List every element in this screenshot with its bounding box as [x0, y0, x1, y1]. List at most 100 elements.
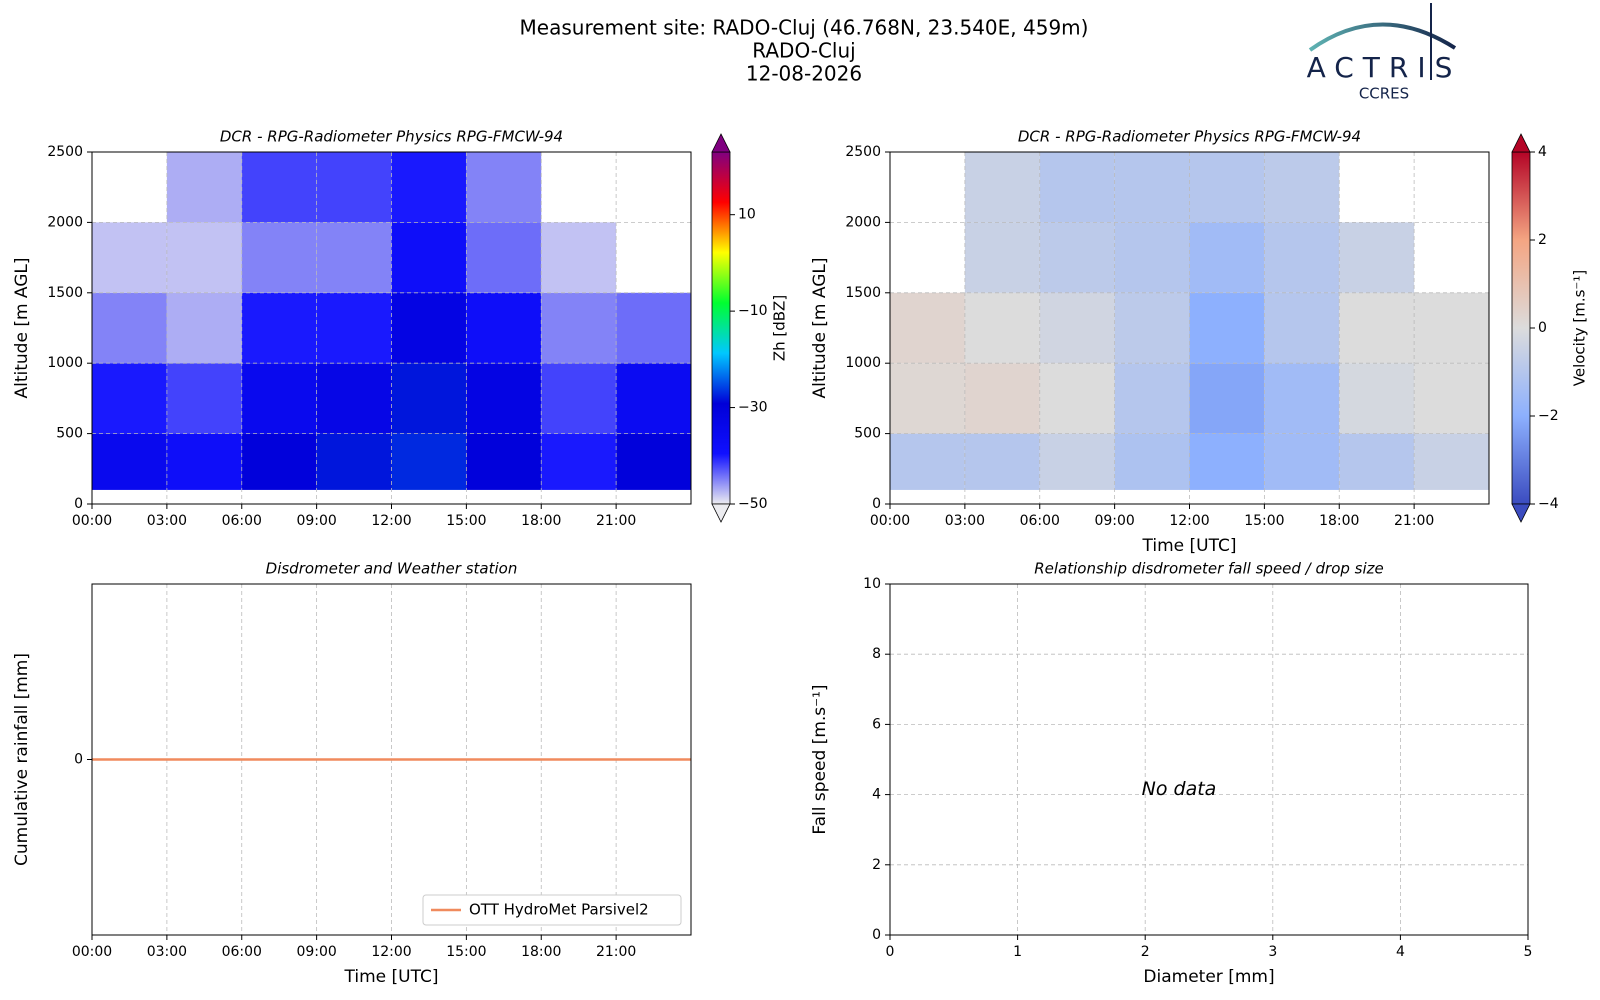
- legend-box: [422, 894, 682, 926]
- colorbar-tick-label: −4: [1538, 496, 1559, 512]
- x-tick-label: 2: [1141, 944, 1150, 960]
- x-tick-label: 03:00: [945, 513, 985, 529]
- heatmap-cell: [316, 152, 392, 223]
- heatmap-cell: [541, 433, 617, 490]
- heatmap-cell: [964, 222, 1040, 293]
- colorbar-tick-label: 4: [1538, 144, 1547, 160]
- heatmap-cell: [166, 222, 242, 293]
- heatmap-cell: [466, 292, 542, 364]
- heatmap-cell: [1264, 292, 1340, 364]
- heatmap-cell: [1039, 152, 1115, 223]
- colorbar-tick-label: 10: [738, 207, 756, 223]
- y-tick-label: 6: [872, 716, 881, 732]
- y-axis-label: Cumulative rainfall [mm]: [12, 653, 32, 866]
- y-tick-label: 2: [872, 857, 881, 873]
- heatmap-cell: [1114, 363, 1190, 434]
- heatmap-cell: [541, 222, 617, 293]
- x-tick-label: 5: [1524, 944, 1533, 960]
- y-tick-label: 1500: [47, 285, 83, 301]
- y-tick-label: 2500: [845, 144, 881, 160]
- heatmap-cell: [391, 292, 467, 364]
- heatmap-cell: [1414, 433, 1489, 490]
- x-axis-label: Time [UTC]: [344, 967, 439, 987]
- heatmap-cell: [166, 292, 242, 364]
- heatmap-cell: [316, 292, 392, 364]
- heatmap-cell: [1189, 152, 1265, 223]
- y-axis-label: Altitude [m AGL]: [810, 257, 830, 398]
- colorbar-tick-label: −50: [738, 496, 768, 512]
- heatmap-cell: [1189, 433, 1265, 490]
- x-tick-label: 00:00: [72, 944, 112, 960]
- y-tick-label: 4: [872, 787, 881, 803]
- site-name: RADO-Cluj: [752, 39, 855, 63]
- heatmap-cell: [241, 152, 317, 223]
- y-tick-label: 0: [872, 496, 881, 512]
- heatmap-cell: [1189, 222, 1265, 293]
- heatmap-cell: [166, 363, 242, 434]
- colorbar-extend: [711, 133, 731, 153]
- x-tick-label: 1: [1013, 944, 1022, 960]
- x-tick-label: 0: [886, 944, 895, 960]
- y-tick-label: 2000: [47, 214, 83, 230]
- heatmap-cell: [391, 222, 467, 293]
- heatmap-cell: [890, 433, 965, 490]
- heatmap-cell: [1114, 292, 1190, 364]
- date: 12-08-2026: [746, 62, 862, 86]
- y-tick-label: 0: [74, 496, 83, 512]
- subplot-title: Relationship disdrometer fall speed / dr…: [1034, 560, 1384, 578]
- x-tick-label: 15:00: [446, 513, 486, 529]
- colorbar-tick-label: −10: [738, 303, 768, 319]
- heatmap-cell: [166, 433, 242, 490]
- colorbar-tick-label: 0: [1538, 320, 1547, 336]
- heatmap-cell: [1339, 292, 1415, 364]
- heatmap-cell: [466, 433, 542, 490]
- figure-title: Measurement site: RADO-Cluj (46.768N, 23…: [520, 16, 1089, 40]
- heatmap-cell: [541, 292, 617, 364]
- heatmap-cell: [1189, 363, 1265, 434]
- x-tick-label: 09:00: [296, 513, 336, 529]
- colorbar-label: Velocity [m.s⁻¹]: [1571, 270, 1589, 386]
- heatmap-cell: [890, 292, 965, 364]
- heatmap-cell: [1039, 433, 1115, 490]
- logo: ACTRIS CCRES: [1307, 3, 1457, 103]
- heatmap-cell: [1039, 222, 1115, 293]
- x-tick-label: 18:00: [521, 513, 561, 529]
- heatmap-cell: [964, 292, 1040, 364]
- heatmap-cell: [391, 433, 467, 490]
- x-tick-label: 4: [1396, 944, 1405, 960]
- y-tick-label: 1500: [845, 285, 881, 301]
- heatmap-cell: [1414, 292, 1489, 364]
- x-tick-label: 3: [1268, 944, 1277, 960]
- heatmap-cell: [1264, 363, 1340, 434]
- heatmap-cell: [1039, 292, 1115, 364]
- heatmap-cell: [1264, 152, 1340, 223]
- y-tick-label: 0: [74, 752, 83, 768]
- x-tick-label: 18:00: [1319, 513, 1359, 529]
- heatmap-cell: [166, 152, 242, 223]
- heatmap-cell: [1114, 152, 1190, 223]
- y-tick-label: 2500: [47, 144, 83, 160]
- colorbar: [1511, 151, 1531, 505]
- y-tick-label: 500: [56, 426, 83, 442]
- y-tick-label: 1000: [845, 355, 881, 371]
- x-tick-label: 09:00: [1094, 513, 1134, 529]
- x-tick-label: 00:00: [72, 513, 112, 529]
- heatmap-cell: [1039, 363, 1115, 434]
- heatmap-cell: [964, 363, 1040, 434]
- heatmap-cell: [1264, 222, 1340, 293]
- y-tick-label: 8: [872, 646, 881, 662]
- heatmap-cell: [92, 292, 167, 364]
- logo-subtitle: CCRES: [1359, 85, 1409, 103]
- y-tick-label: 1000: [47, 355, 83, 371]
- heatmap-cell: [391, 152, 467, 223]
- x-tick-label: 12:00: [371, 944, 411, 960]
- colorbar-extend: [711, 503, 731, 523]
- heatmap-cell: [466, 152, 542, 223]
- heatmap-cell: [241, 433, 317, 490]
- heatmap-cell: [466, 222, 542, 293]
- heatmap-cell: [1114, 433, 1190, 490]
- heatmap-cell: [316, 363, 392, 434]
- heatmap-cell: [616, 363, 691, 434]
- legend: OTT HydroMet Parsivel2: [422, 894, 682, 926]
- heatmap-cell: [890, 363, 965, 434]
